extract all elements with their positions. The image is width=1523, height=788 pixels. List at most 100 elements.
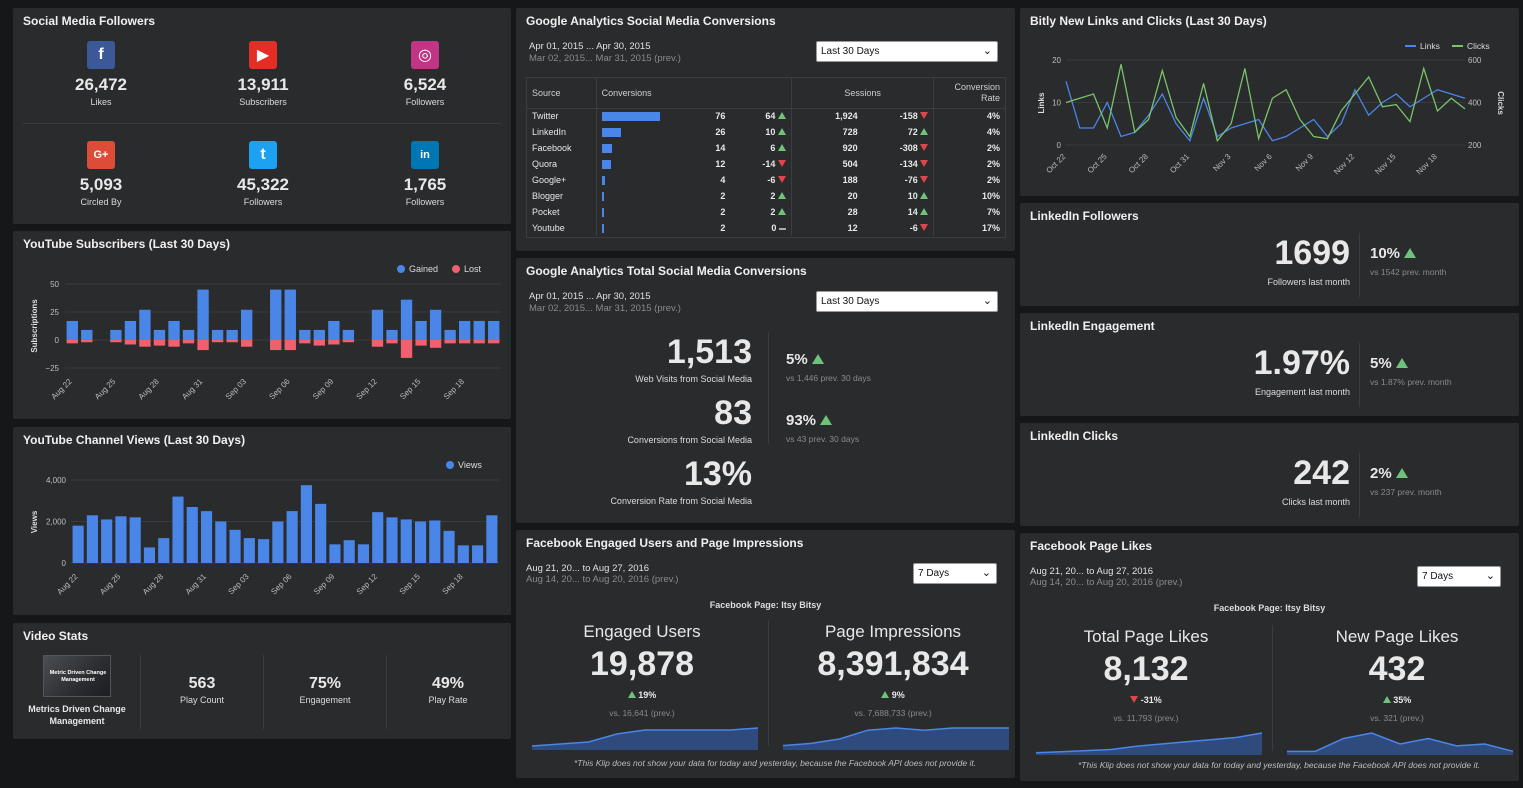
lost-bar[interactable] <box>400 340 413 358</box>
column-header-sessions[interactable]: Sessions <box>790 78 934 109</box>
lost-bar[interactable] <box>197 340 209 351</box>
lost-bar[interactable] <box>168 340 180 347</box>
views-bar[interactable] <box>343 540 355 563</box>
lost-bar[interactable] <box>429 340 442 348</box>
gained-bar[interactable] <box>458 320 471 340</box>
gained-bar[interactable] <box>313 329 326 340</box>
legend-gained-label[interactable]: Gained <box>409 264 438 274</box>
views-bar[interactable] <box>372 512 384 563</box>
views-bar[interactable] <box>215 521 227 564</box>
lost-bar[interactable] <box>284 340 296 351</box>
column-header-conversions[interactable]: Conversions <box>595 78 792 109</box>
views-bar[interactable] <box>400 519 412 563</box>
gained-bar[interactable] <box>197 289 209 340</box>
gained-bar[interactable] <box>429 309 442 340</box>
lost-bar[interactable] <box>313 340 326 346</box>
gained-bar[interactable] <box>124 320 137 340</box>
gained-bar[interactable] <box>81 329 93 340</box>
date-range-select[interactable]: Last 30 Days ⌄ <box>816 41 998 62</box>
views-bar[interactable] <box>115 516 127 563</box>
lost-bar[interactable] <box>270 340 282 351</box>
views-bar[interactable] <box>186 506 198 563</box>
video-thumbnail[interactable]: Metric Driven Change Management <box>43 655 111 697</box>
lost-bar[interactable] <box>415 340 427 346</box>
legend-clicks-label[interactable]: Clicks <box>1467 41 1490 51</box>
period-select[interactable]: 7 Days ⌄ <box>913 563 997 584</box>
lost-bar[interactable] <box>139 340 151 347</box>
lost-bar[interactable] <box>371 340 384 347</box>
gained-bar[interactable] <box>284 289 296 340</box>
gained-bar[interactable] <box>153 329 166 340</box>
lost-bar[interactable] <box>299 340 311 344</box>
lost-bar[interactable] <box>153 340 166 346</box>
gained-bar[interactable] <box>371 309 384 340</box>
legend-lost-label[interactable]: Lost <box>464 264 482 274</box>
gained-bar[interactable] <box>488 320 500 340</box>
lost-bar[interactable] <box>444 340 456 344</box>
views-bar[interactable] <box>315 503 327 563</box>
gained-bar[interactable] <box>299 329 311 340</box>
lost-bar[interactable] <box>226 340 238 343</box>
views-bar[interactable] <box>386 517 398 563</box>
google-plus-icon[interactable]: G+ <box>87 141 115 169</box>
views-bar[interactable] <box>429 520 441 563</box>
views-bar[interactable] <box>329 544 341 563</box>
table-row[interactable]: Facebook 14 6 920 -308 2% <box>527 140 1005 156</box>
views-bar[interactable] <box>143 547 156 563</box>
views-bar[interactable] <box>258 539 270 563</box>
gained-bar[interactable] <box>444 329 456 340</box>
gained-bar[interactable] <box>139 309 151 340</box>
views-bar[interactable] <box>200 511 213 563</box>
gained-bar[interactable] <box>240 309 253 340</box>
views-bar[interactable] <box>229 529 241 563</box>
views-bar[interactable] <box>472 545 484 563</box>
table-row[interactable]: LinkedIn 26 10 728 72 4% <box>527 124 1005 140</box>
views-bar[interactable] <box>286 511 298 563</box>
clicks-line[interactable] <box>1065 64 1466 143</box>
views-bar[interactable] <box>300 485 312 563</box>
facebook-icon[interactable]: f <box>87 41 115 69</box>
instagram-icon[interactable]: ◎ <box>411 41 439 69</box>
gained-bar[interactable] <box>342 329 355 340</box>
table-row[interactable]: Youtube 2 0 12 -6 17% <box>527 220 1005 236</box>
linkedin-icon[interactable]: in <box>411 141 439 169</box>
gained-bar[interactable] <box>386 329 398 340</box>
lost-bar[interactable] <box>473 340 485 344</box>
views-bar[interactable] <box>357 544 370 563</box>
table-row[interactable]: Blogger 2 2 20 10 10% <box>527 188 1005 204</box>
lost-bar[interactable] <box>124 340 137 345</box>
views-bar[interactable] <box>158 538 170 563</box>
gained-bar[interactable] <box>66 320 78 340</box>
gained-bar[interactable] <box>182 329 195 340</box>
lost-bar[interactable] <box>182 340 195 344</box>
gained-bar[interactable] <box>211 329 224 340</box>
column-header-source[interactable]: Source <box>527 78 597 109</box>
lost-bar[interactable] <box>386 340 398 344</box>
gained-bar[interactable] <box>270 289 282 340</box>
table-row[interactable]: Google+ 4 -6 188 -76 2% <box>527 172 1005 188</box>
lost-bar[interactable] <box>488 340 500 344</box>
views-bar[interactable] <box>414 521 427 564</box>
gained-bar[interactable] <box>415 320 427 340</box>
links-line[interactable] <box>1065 81 1466 143</box>
views-bar[interactable] <box>172 496 184 563</box>
views-bar[interactable] <box>243 538 255 563</box>
lost-bar[interactable] <box>81 340 93 343</box>
lost-bar[interactable] <box>66 340 78 344</box>
gained-bar[interactable] <box>168 320 180 340</box>
youtube-icon[interactable]: ▶ <box>249 41 277 69</box>
column-header-conversion-rate[interactable]: Conversion Rate <box>933 78 1005 109</box>
lost-bar[interactable] <box>110 340 122 343</box>
gained-bar[interactable] <box>328 320 340 340</box>
lost-bar[interactable] <box>328 340 340 345</box>
lost-bar[interactable] <box>458 340 471 344</box>
views-bar[interactable] <box>443 530 455 563</box>
views-bar[interactable] <box>86 515 98 563</box>
views-bar[interactable] <box>101 519 113 563</box>
views-bar[interactable] <box>72 525 84 563</box>
period-select[interactable]: 7 Days ⌄ <box>1417 566 1501 587</box>
views-bar[interactable] <box>457 545 469 563</box>
views-bar[interactable] <box>129 517 141 563</box>
views-bar[interactable] <box>486 515 498 563</box>
views-bar[interactable] <box>272 521 284 564</box>
